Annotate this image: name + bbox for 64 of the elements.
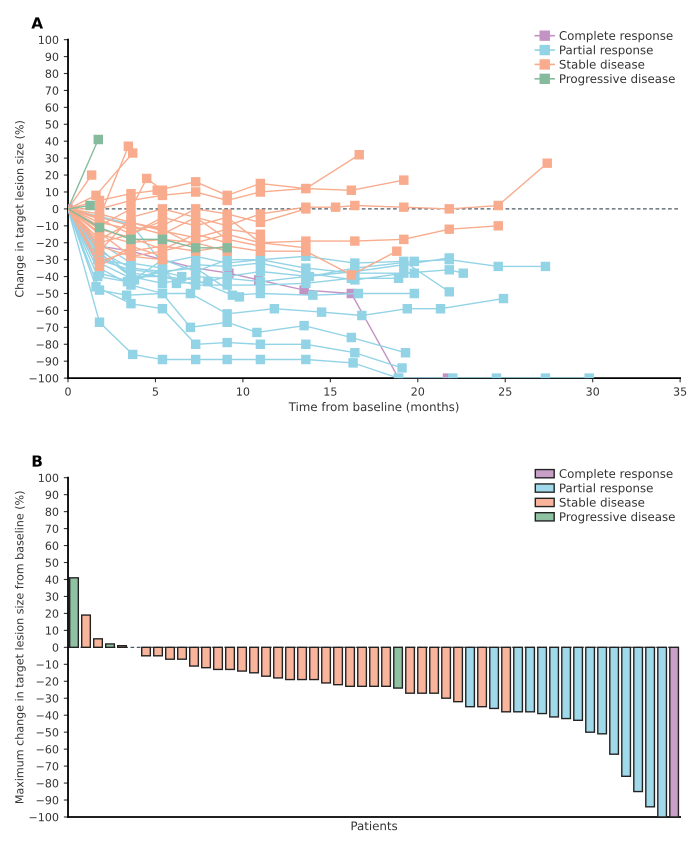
y-tick-label: −70 bbox=[36, 323, 58, 332]
x-tick-label: 20 bbox=[412, 387, 424, 396]
y-tick-label: 0 bbox=[52, 643, 58, 652]
y-tick-label: −30 bbox=[36, 694, 58, 703]
legend-label: Progressive disease bbox=[560, 512, 675, 524]
y-tick-label: 60 bbox=[46, 542, 58, 550]
y-tick-label: −90 bbox=[36, 357, 58, 366]
x-tick-label: 25 bbox=[498, 387, 512, 396]
legend-label: Complete response bbox=[560, 468, 673, 480]
legend-label: Stable disease bbox=[560, 498, 644, 507]
y-tick-label: −40 bbox=[36, 272, 58, 281]
y-axis-title: Maximum change in target lesion size from baseline (%) bbox=[14, 491, 26, 804]
y-tick-label: −80 bbox=[36, 779, 58, 788]
legend-label: Partial response bbox=[560, 483, 653, 495]
y-tick-label: −60 bbox=[36, 306, 58, 315]
legend-label: Progressive disease bbox=[560, 74, 675, 86]
y-tick-label: 10 bbox=[46, 626, 58, 635]
y-tick-label: 90 bbox=[46, 52, 58, 61]
y-tick-label: 80 bbox=[46, 69, 58, 78]
y-tick-label: −50 bbox=[36, 728, 58, 737]
legend-label: Partial response bbox=[560, 45, 653, 57]
y-tick-label: −10 bbox=[36, 660, 58, 669]
y-tick-label: 30 bbox=[46, 154, 58, 163]
y-tick-label: 60 bbox=[46, 103, 58, 112]
y-tick-label: 0 bbox=[52, 204, 58, 214]
x-tick-label: 30 bbox=[586, 387, 600, 396]
y-tick-label: 40 bbox=[45, 575, 58, 584]
y-tick-label: 50 bbox=[46, 558, 58, 567]
x-tick-label: 5 bbox=[152, 387, 158, 396]
y-tick-label: −10 bbox=[36, 222, 58, 230]
y-tick-label: −40 bbox=[36, 711, 58, 720]
y-tick-label: 100 bbox=[38, 36, 58, 44]
y-tick-label: 100 bbox=[38, 474, 58, 482]
y-tick-label: 10 bbox=[46, 188, 58, 196]
x-tick-label: 35 bbox=[674, 387, 686, 396]
y-tick-label: 30 bbox=[46, 592, 58, 601]
y-tick-label: −90 bbox=[36, 796, 58, 804]
y-tick-label: −50 bbox=[36, 289, 58, 298]
chart-title: A bbox=[31, 17, 44, 29]
y-tick-label: 90 bbox=[46, 490, 58, 500]
y-tick-label: −100 bbox=[30, 812, 58, 822]
y-tick-label: −70 bbox=[36, 762, 58, 770]
x-axis-title: Patients bbox=[352, 821, 398, 830]
y-tick-label: 20 bbox=[46, 609, 58, 618]
y-tick-label: −30 bbox=[36, 256, 58, 264]
chart-title: B bbox=[32, 455, 42, 467]
x-tick-label: 15 bbox=[324, 387, 336, 396]
y-tick-label: −80 bbox=[36, 340, 58, 349]
x-axis-title: Time from baseline (months) bbox=[288, 402, 458, 413]
y-tick-label: 20 bbox=[46, 171, 58, 180]
y-tick-label: 80 bbox=[46, 508, 58, 516]
x-tick-label: 10 bbox=[237, 387, 250, 396]
y-axis-title: Change in target lesion size (%) bbox=[14, 121, 26, 298]
legend-label: Complete response bbox=[560, 30, 673, 42]
y-tick-label: −20 bbox=[36, 238, 58, 248]
y-tick-label: 70 bbox=[46, 524, 58, 533]
y-tick-label: −20 bbox=[36, 677, 58, 686]
y-tick-label: −100 bbox=[30, 374, 58, 382]
y-tick-label: −60 bbox=[36, 745, 58, 754]
legend-label: Stable disease bbox=[560, 60, 644, 69]
y-tick-label: 50 bbox=[46, 120, 58, 129]
y-tick-label: 40 bbox=[45, 137, 58, 146]
y-tick-label: 70 bbox=[46, 86, 58, 95]
x-tick-label: 0 bbox=[65, 387, 71, 396]
